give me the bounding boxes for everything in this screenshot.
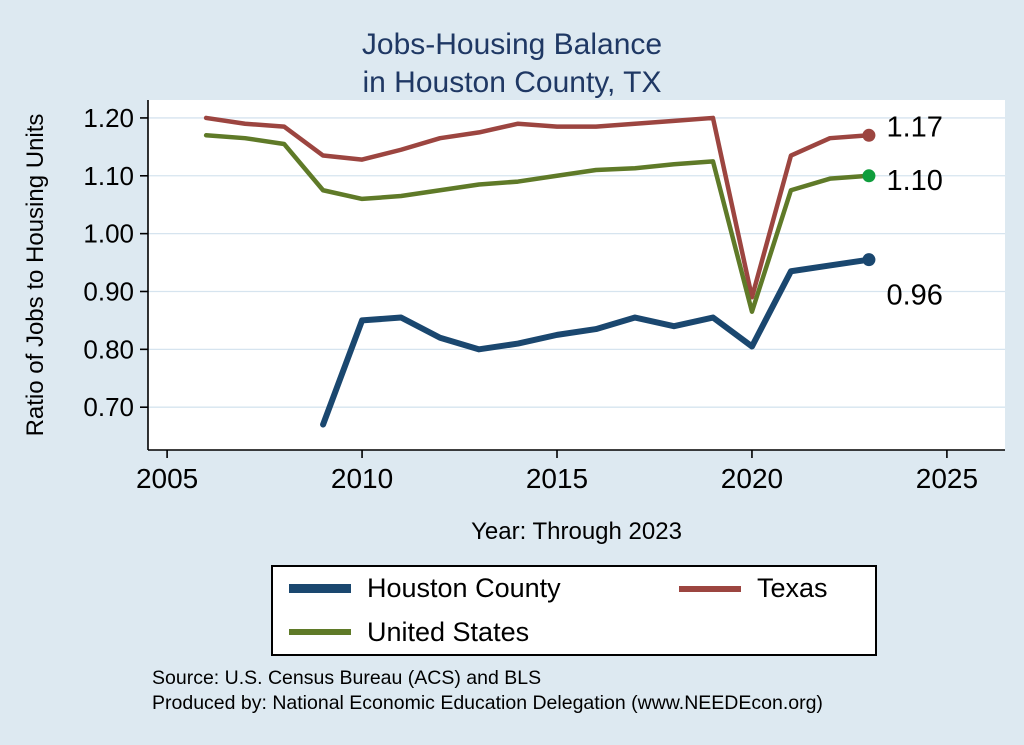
legend: Houston County Texas United States xyxy=(271,565,877,656)
svg-text:1.00: 1.00 xyxy=(83,219,134,249)
chart-title-line2: in Houston County, TX xyxy=(362,65,662,99)
legend-swatch xyxy=(679,585,741,592)
chart-title: Jobs-Housing Balance in Houston County, … xyxy=(0,26,1024,101)
legend-swatch xyxy=(289,584,351,594)
legend-item-united-states: United States xyxy=(273,617,663,648)
svg-text:1.10: 1.10 xyxy=(83,161,134,191)
svg-text:2010: 2010 xyxy=(331,463,393,494)
legend-item-texas: Texas xyxy=(663,573,875,604)
legend-label: Texas xyxy=(757,573,828,604)
svg-text:2025: 2025 xyxy=(916,463,978,494)
svg-text:0.90: 0.90 xyxy=(83,276,134,306)
chart-title-line1: Jobs-Housing Balance xyxy=(361,28,663,61)
footer-notes: Source: U.S. Census Bureau (ACS) and BLS… xyxy=(152,666,823,717)
legend-label: United States xyxy=(367,616,530,647)
svg-text:2020: 2020 xyxy=(721,463,783,494)
legend-label: Houston County xyxy=(367,573,561,604)
svg-text:0.80: 0.80 xyxy=(83,334,134,364)
legend-swatch xyxy=(289,629,351,636)
x-axis-label: Year: Through 2023 xyxy=(471,518,682,545)
svg-text:2005: 2005 xyxy=(136,463,198,494)
source-note: Source: U.S. Census Bureau (ACS) and BLS xyxy=(152,667,542,689)
svg-text:1.20: 1.20 xyxy=(83,103,134,133)
svg-text:0.70: 0.70 xyxy=(83,392,134,422)
svg-text:0.96: 0.96 xyxy=(886,279,942,311)
legend-item-houston-county: Houston County xyxy=(273,573,663,604)
chart-svg: 0.70 0.80 0.90 1.00 1.10 1.20 2005 2010 2015 2020… xyxy=(83,100,1005,494)
produced-note: Produced by: National Economic Education… xyxy=(152,692,823,715)
svg-text:1.17: 1.17 xyxy=(886,112,942,144)
svg-text:2015: 2015 xyxy=(526,463,588,494)
svg-text:1.10: 1.10 xyxy=(886,165,942,197)
